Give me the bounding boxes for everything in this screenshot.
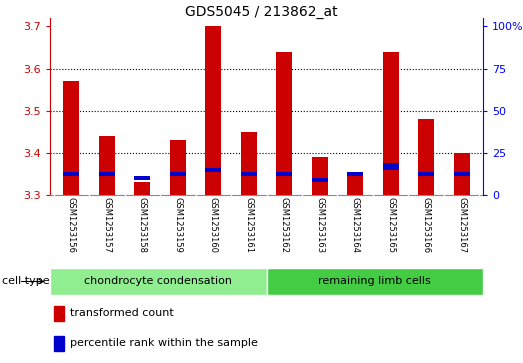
Text: transformed count: transformed count [71, 308, 174, 318]
Text: remaining limb cells: remaining limb cells [319, 277, 431, 286]
Bar [170, 172, 186, 176]
Bar [99, 136, 115, 195]
Text: GSM1253156: GSM1253156 [67, 197, 76, 253]
Text: GDS5045 / 213862_at: GDS5045 / 213862_at [185, 5, 338, 19]
Text: GSM1253164: GSM1253164 [351, 197, 360, 253]
Bar [134, 182, 150, 195]
Bar [454, 172, 470, 176]
Bar [276, 52, 292, 195]
Bar [267, 268, 483, 295]
Bar [454, 153, 470, 195]
Text: GSM1253157: GSM1253157 [103, 197, 111, 253]
Bar [312, 178, 328, 182]
Text: chondrocyte condensation: chondrocyte condensation [84, 277, 232, 286]
Bar [347, 172, 363, 176]
Text: GSM1253162: GSM1253162 [280, 197, 289, 253]
Text: GSM1253166: GSM1253166 [422, 197, 431, 253]
Text: GSM1253163: GSM1253163 [315, 197, 324, 253]
Text: percentile rank within the sample: percentile rank within the sample [71, 338, 258, 348]
Bar [170, 140, 186, 195]
Text: GSM1253160: GSM1253160 [209, 197, 218, 253]
Bar [347, 174, 363, 195]
Text: GSM1253159: GSM1253159 [173, 197, 183, 253]
Bar [134, 176, 150, 180]
Bar [63, 172, 79, 176]
Text: GSM1253165: GSM1253165 [386, 197, 395, 253]
Bar [418, 172, 434, 176]
Bar [54, 306, 64, 321]
Bar [241, 172, 257, 176]
Bar [276, 172, 292, 176]
Text: GSM1253161: GSM1253161 [244, 197, 253, 253]
Text: GSM1253167: GSM1253167 [457, 197, 466, 253]
Text: GSM1253158: GSM1253158 [138, 197, 147, 253]
Bar [63, 81, 79, 195]
Bar [312, 157, 328, 195]
Bar [99, 172, 115, 176]
Bar [205, 26, 221, 195]
Bar [54, 336, 64, 351]
Bar [241, 132, 257, 195]
Bar [383, 163, 399, 170]
Bar [205, 168, 221, 172]
Bar [383, 52, 399, 195]
Bar [418, 119, 434, 195]
Text: cell type: cell type [2, 277, 50, 286]
Bar [50, 268, 267, 295]
